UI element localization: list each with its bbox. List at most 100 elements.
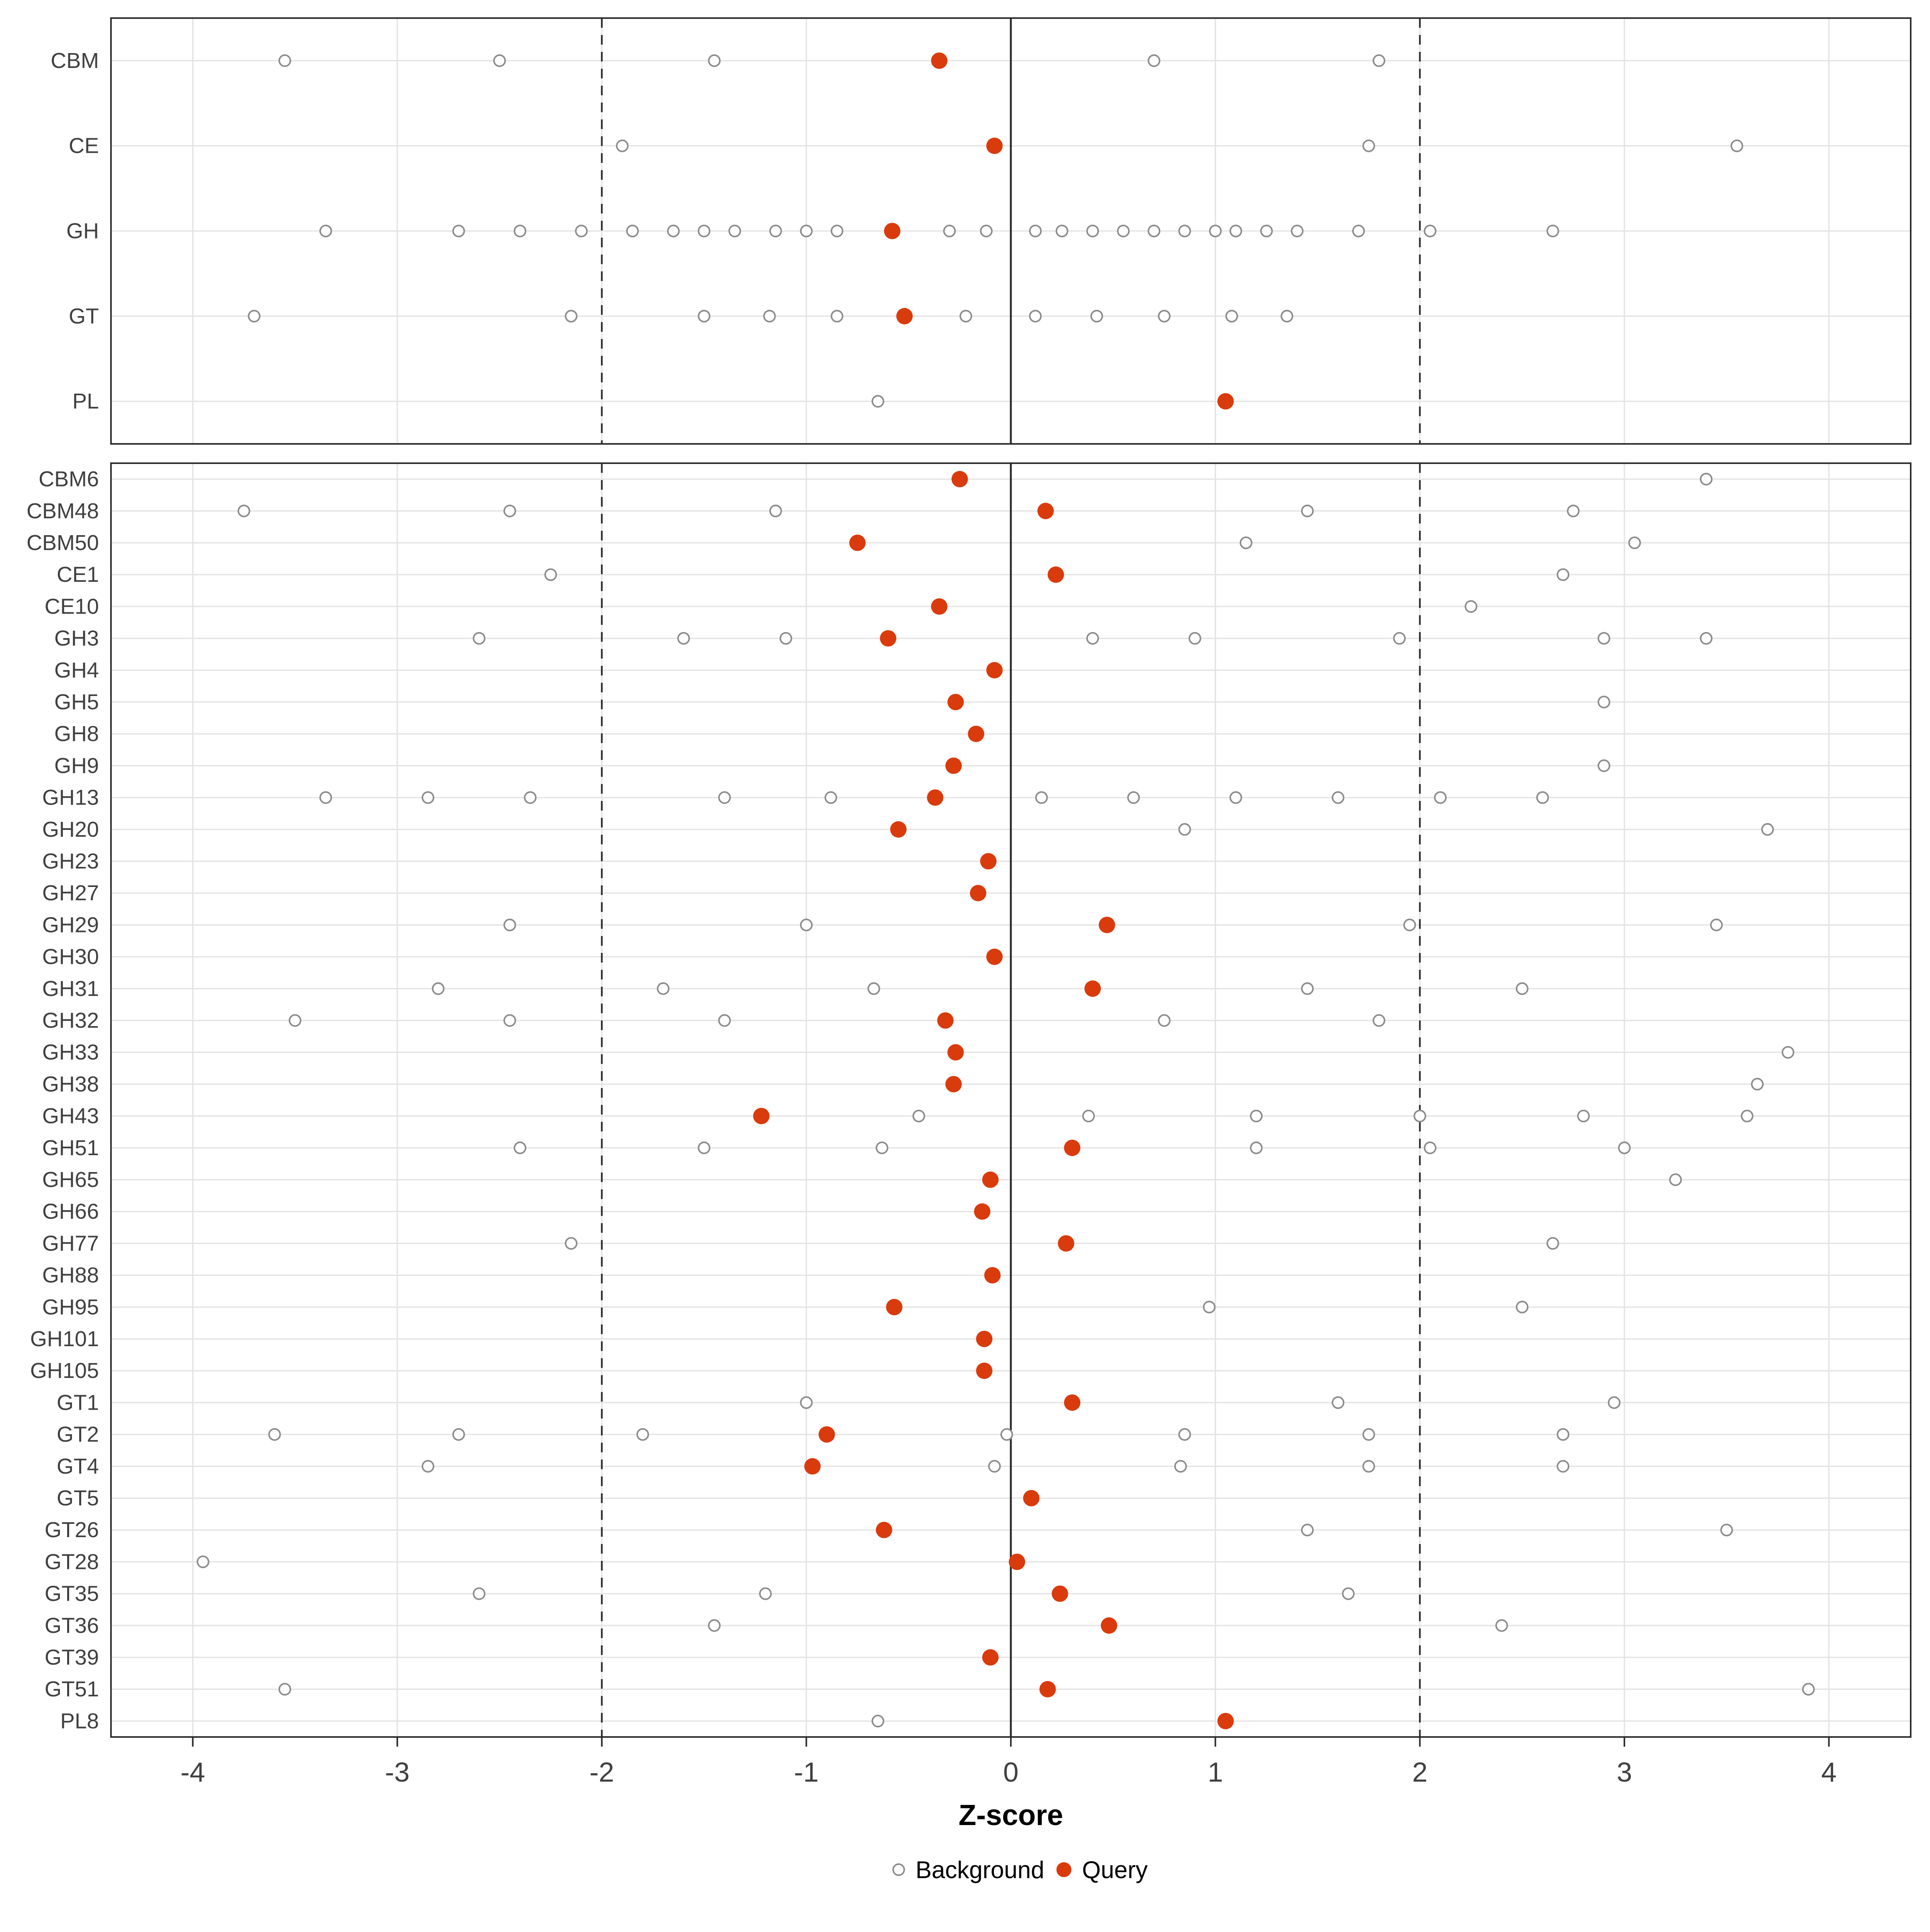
legend-query-swatch <box>1056 1862 1072 1877</box>
background-point <box>1608 1396 1621 1409</box>
background-point <box>1567 505 1580 517</box>
background-point <box>1434 791 1447 804</box>
row-label: GT26 <box>45 1518 99 1542</box>
background-point <box>524 791 537 804</box>
row-label: GH105 <box>30 1359 99 1383</box>
background-point <box>800 224 813 238</box>
background-point <box>1730 139 1743 152</box>
row-label: GH23 <box>42 849 99 873</box>
row-label: CBM48 <box>27 499 99 523</box>
background-point <box>1802 1683 1815 1696</box>
background-point <box>1229 791 1242 804</box>
query-point <box>884 223 901 239</box>
background-point <box>1495 1619 1508 1632</box>
row-label: GH4 <box>54 658 99 682</box>
row-label: GT35 <box>45 1582 99 1606</box>
query-point <box>986 662 1003 679</box>
row-label: CBM6 <box>39 467 99 491</box>
background-point <box>1250 1109 1263 1123</box>
background-point <box>1055 224 1068 238</box>
background-point <box>1260 224 1273 238</box>
background-point <box>1209 224 1222 238</box>
background-point <box>1203 1301 1216 1314</box>
background-point <box>871 395 885 408</box>
background-point <box>824 791 838 804</box>
background-point <box>677 632 690 645</box>
background-point <box>575 224 588 238</box>
query-point <box>753 1108 770 1124</box>
background-point <box>1403 918 1416 932</box>
x-axis-tick-label: -1 <box>794 1757 819 1788</box>
background-point <box>513 224 527 238</box>
background-point <box>1362 1460 1375 1473</box>
x-axis-tick-label: -3 <box>385 1757 409 1788</box>
background-point <box>503 1014 516 1027</box>
background-point <box>763 310 776 323</box>
background-point <box>912 1109 925 1123</box>
background-point <box>988 1460 1001 1473</box>
background-point <box>830 310 844 323</box>
background-point <box>657 982 670 995</box>
query-point <box>931 52 948 69</box>
background-point <box>278 1683 292 1696</box>
background-point <box>718 791 731 804</box>
background-point <box>1029 310 1042 323</box>
query-point <box>1217 393 1234 410</box>
query-point <box>804 1458 821 1475</box>
background-point <box>1556 1460 1570 1473</box>
query-point <box>986 949 1003 965</box>
query-point <box>937 1012 954 1029</box>
row-label: GH95 <box>42 1295 99 1319</box>
background-point <box>1225 310 1238 323</box>
query-point <box>1217 1713 1234 1729</box>
row-label: GT2 <box>57 1423 99 1447</box>
query-point <box>880 630 897 647</box>
background-point <box>698 310 710 323</box>
row-label: GH3 <box>54 626 99 651</box>
background-point <box>237 505 250 517</box>
background-point <box>698 224 710 238</box>
background-point <box>1710 918 1723 932</box>
background-point <box>1720 1523 1733 1536</box>
background-point <box>1423 1142 1437 1154</box>
background-point <box>1178 1428 1191 1441</box>
background-point <box>503 505 516 517</box>
background-point <box>1301 1523 1314 1536</box>
background-point <box>800 1396 813 1409</box>
query-point <box>1051 1585 1068 1602</box>
row-label: GH31 <box>42 977 99 1001</box>
background-point <box>197 1555 209 1569</box>
background-point <box>1301 982 1314 995</box>
row-label: GH29 <box>42 913 99 937</box>
background-point <box>636 1428 649 1441</box>
background-point <box>1546 224 1559 238</box>
background-point <box>319 224 332 238</box>
background-point <box>871 1714 885 1728</box>
background-point <box>830 224 844 238</box>
row-label: CE1 <box>57 563 99 587</box>
query-point <box>945 758 962 774</box>
row-label: GH65 <box>42 1168 99 1192</box>
background-point <box>1700 632 1713 645</box>
x-axis-tick-label: -4 <box>181 1757 205 1788</box>
background-point <box>1301 505 1314 517</box>
legend-background-swatch <box>892 1863 905 1876</box>
row-label: GT5 <box>57 1486 99 1510</box>
background-point <box>1536 791 1549 804</box>
row-label: GT4 <box>57 1454 99 1478</box>
query-point <box>1064 1394 1080 1411</box>
row-label: GT39 <box>45 1645 99 1669</box>
row-label: GH9 <box>54 754 99 778</box>
background-point <box>1229 224 1242 238</box>
background-point <box>1597 696 1610 708</box>
panel-border <box>110 17 1912 445</box>
background-point <box>1127 791 1140 804</box>
legend-background-label: Background <box>916 1856 1044 1883</box>
background-point <box>1751 1078 1764 1091</box>
background-point <box>503 918 516 932</box>
panel-family-class: CBM CE GH GT PL <box>51 17 1912 445</box>
background-point <box>1597 632 1610 645</box>
row-label: PL8 <box>60 1709 99 1733</box>
